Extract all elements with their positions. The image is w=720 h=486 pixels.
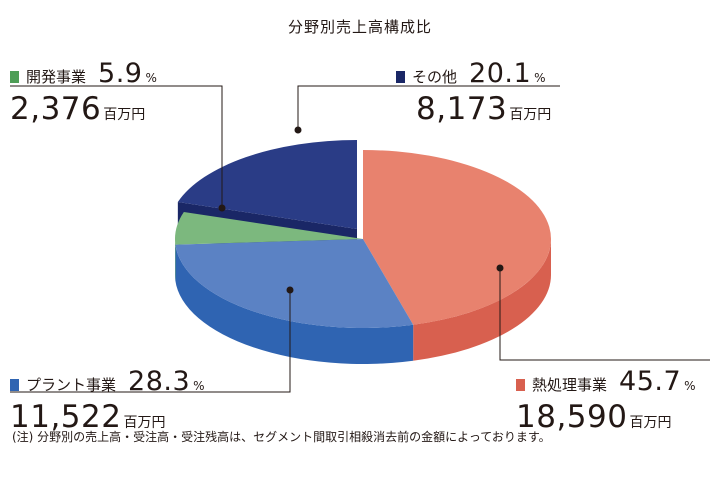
legend-swatch-sonota (396, 71, 405, 83)
slice-percent: 20.1 (469, 58, 532, 89)
percent-symbol: % (684, 379, 696, 393)
slice-top-kaihatsu (174, 212, 363, 245)
slice-label-netsushori: 熱処理事業 45.7 % 18,590 百万円 (516, 366, 696, 435)
slice-amount: 11,522 (10, 399, 122, 435)
slice-name: 開発事業 (26, 68, 87, 86)
slice-side-plant (175, 244, 414, 364)
amount-unit: 百万円 (123, 415, 166, 431)
percent-symbol: % (193, 379, 205, 393)
slice-amount: 2,376 (10, 91, 102, 127)
slice-name: 熱処理事業 (532, 376, 608, 394)
leader-kaihatsu-dot (218, 204, 226, 212)
slice-amount: 8,173 (416, 91, 508, 127)
legend-swatch-kaihatsu (10, 71, 19, 83)
leader-plant-dot (286, 286, 294, 294)
footnote: (注) 分野別の売上高・受注高・受注残高は、セグメント間取引相殺消去前の金額によ… (12, 430, 551, 444)
legend-swatch-netsushori (516, 379, 525, 391)
slice-percent: 5.9 (98, 58, 143, 89)
slice-name: プラント事業 (26, 376, 117, 394)
legend-swatch-plant (10, 379, 19, 391)
slice-side-netsushori (413, 239, 551, 361)
leader-sonota (297, 85, 560, 130)
slice-top-netsushori (363, 150, 551, 325)
slice-label-sonota: その他 20.1 % 8,173 百万円 (396, 58, 551, 127)
slice-name: その他 (412, 68, 458, 86)
slice-label-plant: プラント事業 28.3 % 11,522 百万円 (10, 366, 205, 435)
leader-sonota-dot (294, 126, 302, 134)
slice-percent: 28.3 (128, 366, 191, 397)
slice-label-kaihatsu: 開発事業 5.9 % 2,376 百万円 (10, 58, 157, 127)
amount-unit: 百万円 (509, 107, 552, 123)
percent-symbol: % (145, 71, 157, 85)
slice-amount: 18,590 (516, 399, 628, 435)
leader-plant (10, 290, 291, 393)
leader-netsushori (499, 268, 710, 361)
leader-kaihatsu (10, 85, 223, 208)
amount-unit: 百万円 (629, 415, 672, 431)
slice-percent: 45.7 (619, 366, 682, 397)
amount-unit: 百万円 (103, 107, 146, 123)
leader-netsushori-dot (496, 264, 504, 272)
chart-title: 分野別売上高構成比 (287, 18, 432, 36)
percent-symbol: % (534, 71, 546, 85)
slice-top-plant (175, 239, 414, 328)
